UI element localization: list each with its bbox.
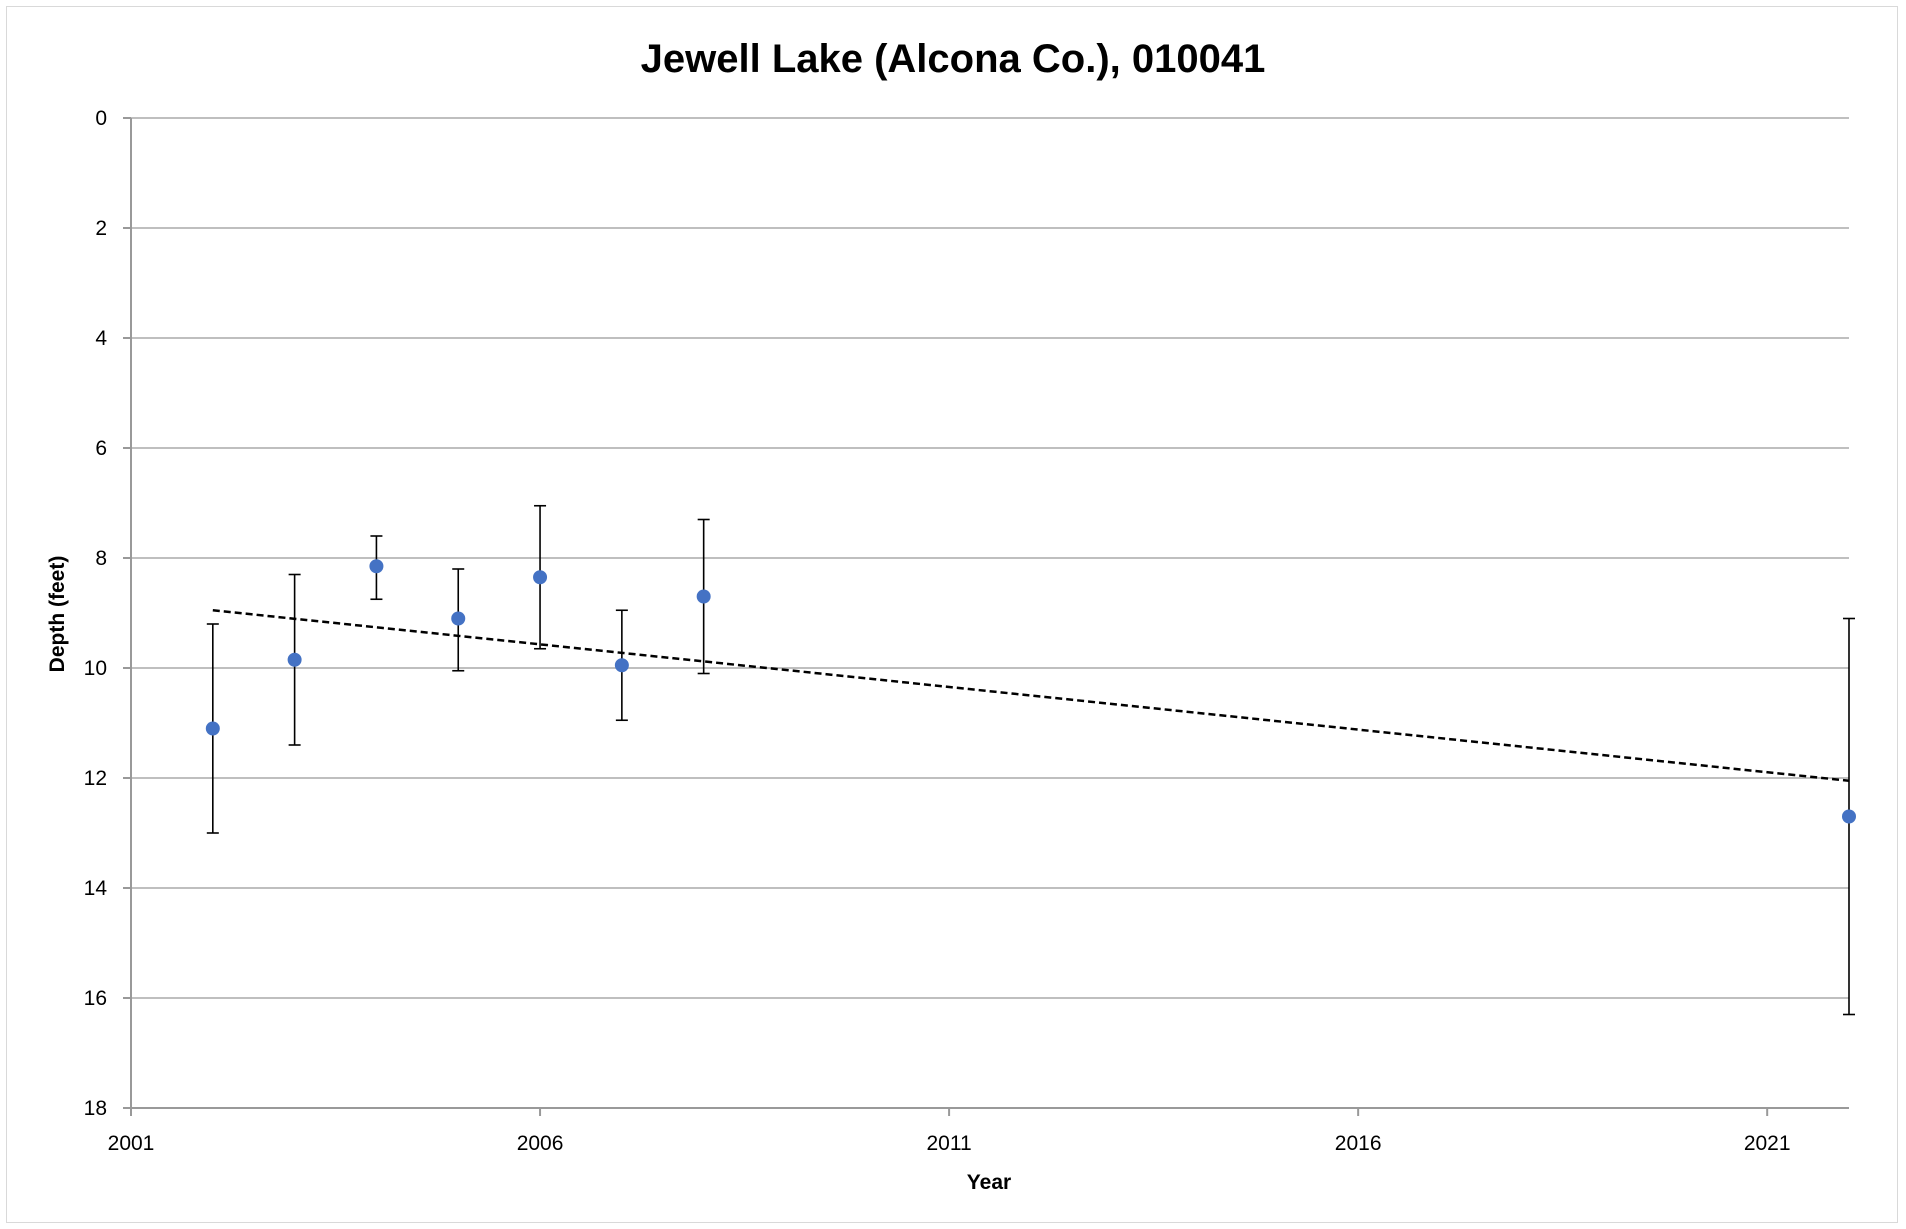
axes [123,117,1849,1116]
y-axis-title: Depth (feet) [46,556,69,673]
y-tick-label: 2 [95,217,107,240]
trendline-group [212,609,1850,782]
x-tick-label: 2021 [1744,1132,1791,1155]
data-point [287,652,302,667]
y-tick-labels: 0 2 4 6 8 10 12 14 16 18 [84,107,108,1120]
x-axis-title: Year [967,1171,1011,1194]
x-tick-labels: 2001 2006 2011 2016 2021 [108,1132,1791,1155]
chart-title: Jewell Lake (Alcona Co.), 010041 [641,37,1266,81]
data-point [696,589,711,604]
y-tick-label: 14 [84,877,108,900]
x-tick-label: 2006 [517,1132,564,1155]
x-tick-label: 2016 [1335,1132,1382,1155]
data-points [205,559,1856,824]
y-tick-label: 8 [95,547,107,570]
y-tick-label: 4 [95,327,107,350]
x-tick-label: 2001 [108,1132,155,1155]
data-point [533,570,548,585]
data-point [451,611,466,626]
data-point [205,721,220,736]
gridlines [131,117,1849,999]
x-tick-label: 2011 [927,1132,972,1155]
y-tick-label: 0 [95,107,107,130]
y-tick-label: 10 [84,657,107,680]
y-tick-label: 6 [95,437,107,460]
y-tick-label: 16 [84,987,107,1010]
data-point [1842,809,1856,824]
y-tick-label: 18 [84,1097,107,1120]
error-bars [206,504,1855,1016]
data-point [369,559,384,574]
chart-frame [6,6,1898,1223]
data-point [614,658,629,673]
y-tick-label: 12 [84,767,107,790]
trendline [212,609,1850,782]
